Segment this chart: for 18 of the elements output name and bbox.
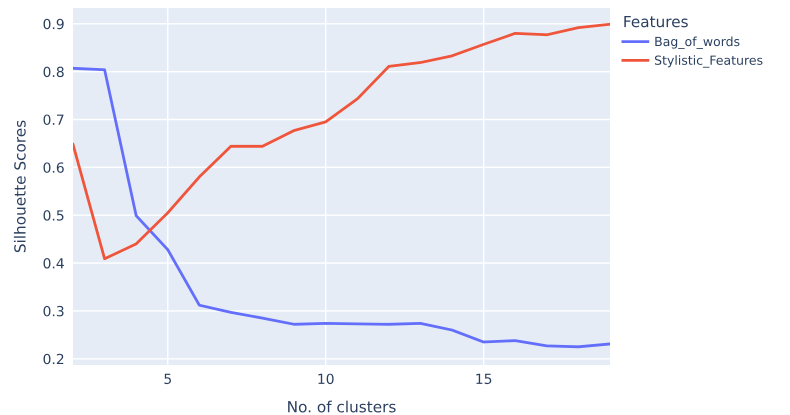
y-tick-label: 0.7 bbox=[43, 114, 64, 125]
y-tick-label: 0.3 bbox=[43, 306, 64, 316]
x-tick-label: 10 bbox=[318, 374, 334, 384]
y-tick-label: 0.2 bbox=[43, 354, 64, 364]
legend-label: Stylistic_Features bbox=[654, 55, 762, 68]
x-axis-title: No. of clusters bbox=[288, 400, 396, 412]
x-tick-label: 15 bbox=[476, 374, 492, 384]
legend-label: Bag_of_words bbox=[655, 36, 740, 49]
line-series bbox=[73, 66, 610, 348]
y-tick-label: 0.5 bbox=[43, 210, 64, 221]
y-tick-label: 0.8 bbox=[43, 66, 64, 78]
y-tick-label: 0.6 bbox=[43, 162, 64, 173]
y-tick-label: 0.4 bbox=[43, 258, 64, 269]
y-axis-title: Silhouette Scores bbox=[14, 120, 26, 252]
line-series bbox=[73, 22, 610, 260]
legend-title: Features bbox=[624, 16, 688, 28]
x-tick-label: 5 bbox=[164, 374, 171, 384]
y-tick-label: 0.9 bbox=[43, 18, 64, 30]
